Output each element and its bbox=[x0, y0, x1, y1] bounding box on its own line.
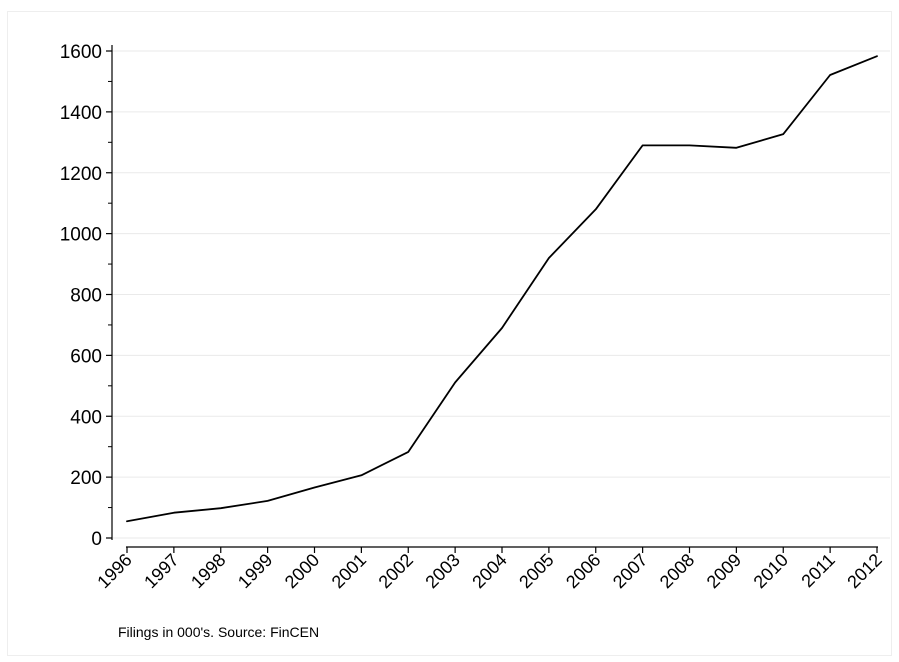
y-tick-label: 1000 bbox=[60, 225, 102, 246]
x-tick-label: 2008 bbox=[656, 550, 698, 592]
y-tick-label: 200 bbox=[70, 468, 102, 489]
x-tick-label: 2005 bbox=[515, 550, 557, 592]
y-tick-label: 600 bbox=[70, 346, 102, 367]
x-tick-label: 2011 bbox=[797, 550, 839, 592]
y-tick-label: 1400 bbox=[60, 103, 102, 124]
x-tick-label: 2007 bbox=[609, 550, 651, 592]
data-series bbox=[126, 55, 878, 523]
y-tick-label: 1600 bbox=[60, 42, 102, 63]
x-tick-label: 2006 bbox=[562, 550, 604, 592]
chart-frame bbox=[7, 11, 892, 656]
x-tick-label: 2000 bbox=[281, 550, 323, 592]
x-tick-label: 1996 bbox=[93, 550, 135, 592]
y-tick-label: 800 bbox=[70, 286, 102, 307]
x-tick-label: 1998 bbox=[187, 550, 229, 592]
x-tick-label: 2004 bbox=[468, 550, 510, 592]
x-tick-label: 2010 bbox=[750, 550, 792, 592]
y-tick-label: 1200 bbox=[60, 164, 102, 185]
y-tick-label: 400 bbox=[70, 407, 102, 428]
axes bbox=[106, 45, 878, 553]
gridlines bbox=[112, 50, 890, 539]
x-tick-label: 2003 bbox=[421, 550, 463, 592]
x-tick-label: 2002 bbox=[375, 550, 417, 592]
x-tick-label: 2012 bbox=[843, 550, 885, 592]
y-tick-label: 0 bbox=[91, 529, 102, 550]
chart-note: Filings in 000's. Source: FinCEN bbox=[118, 624, 320, 640]
x-tick-label: 1997 bbox=[140, 550, 182, 592]
series-line-0 bbox=[126, 55, 878, 523]
x-tick-label: 2001 bbox=[328, 550, 370, 592]
x-tick-label: 1999 bbox=[234, 550, 276, 592]
x-tick-label: 2009 bbox=[703, 550, 745, 592]
